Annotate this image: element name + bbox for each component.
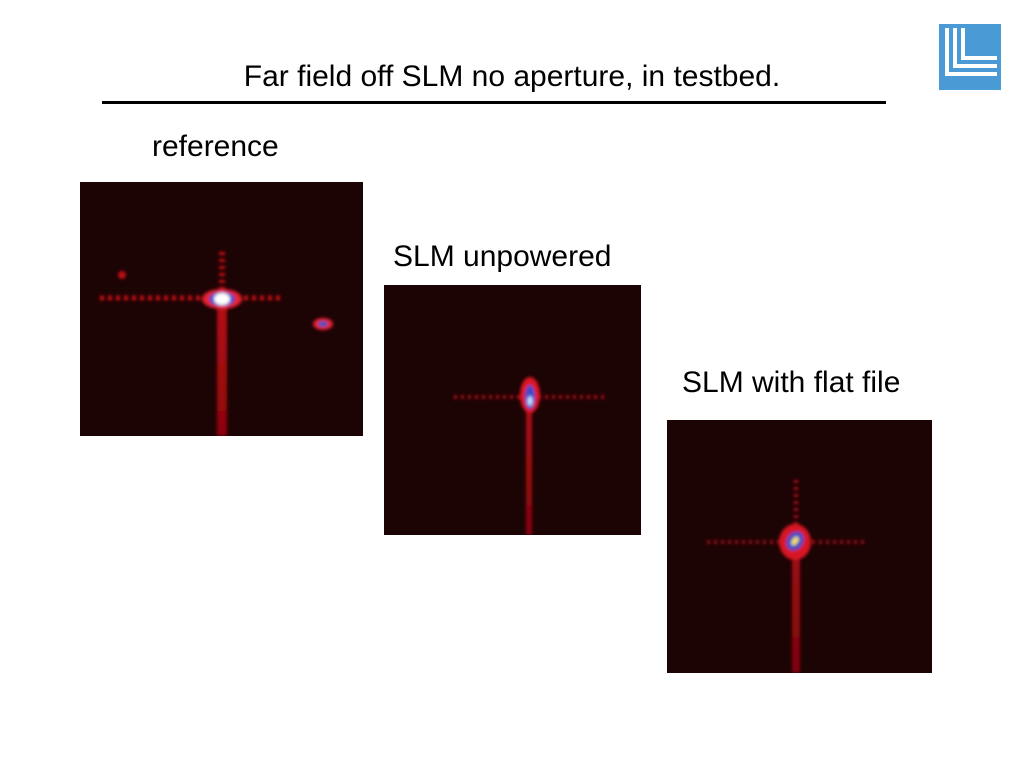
far-field-image <box>384 285 641 535</box>
panel-label: SLM with flat file <box>682 366 901 399</box>
far-field-image <box>667 420 932 673</box>
title-rule <box>102 101 886 104</box>
logo <box>939 24 1001 90</box>
panel-label: reference <box>152 130 279 163</box>
panel-label: SLM unpowered <box>393 240 612 273</box>
far-field-image <box>80 182 363 436</box>
slide-title: Far field off SLM no aperture, in testbe… <box>243 60 781 93</box>
